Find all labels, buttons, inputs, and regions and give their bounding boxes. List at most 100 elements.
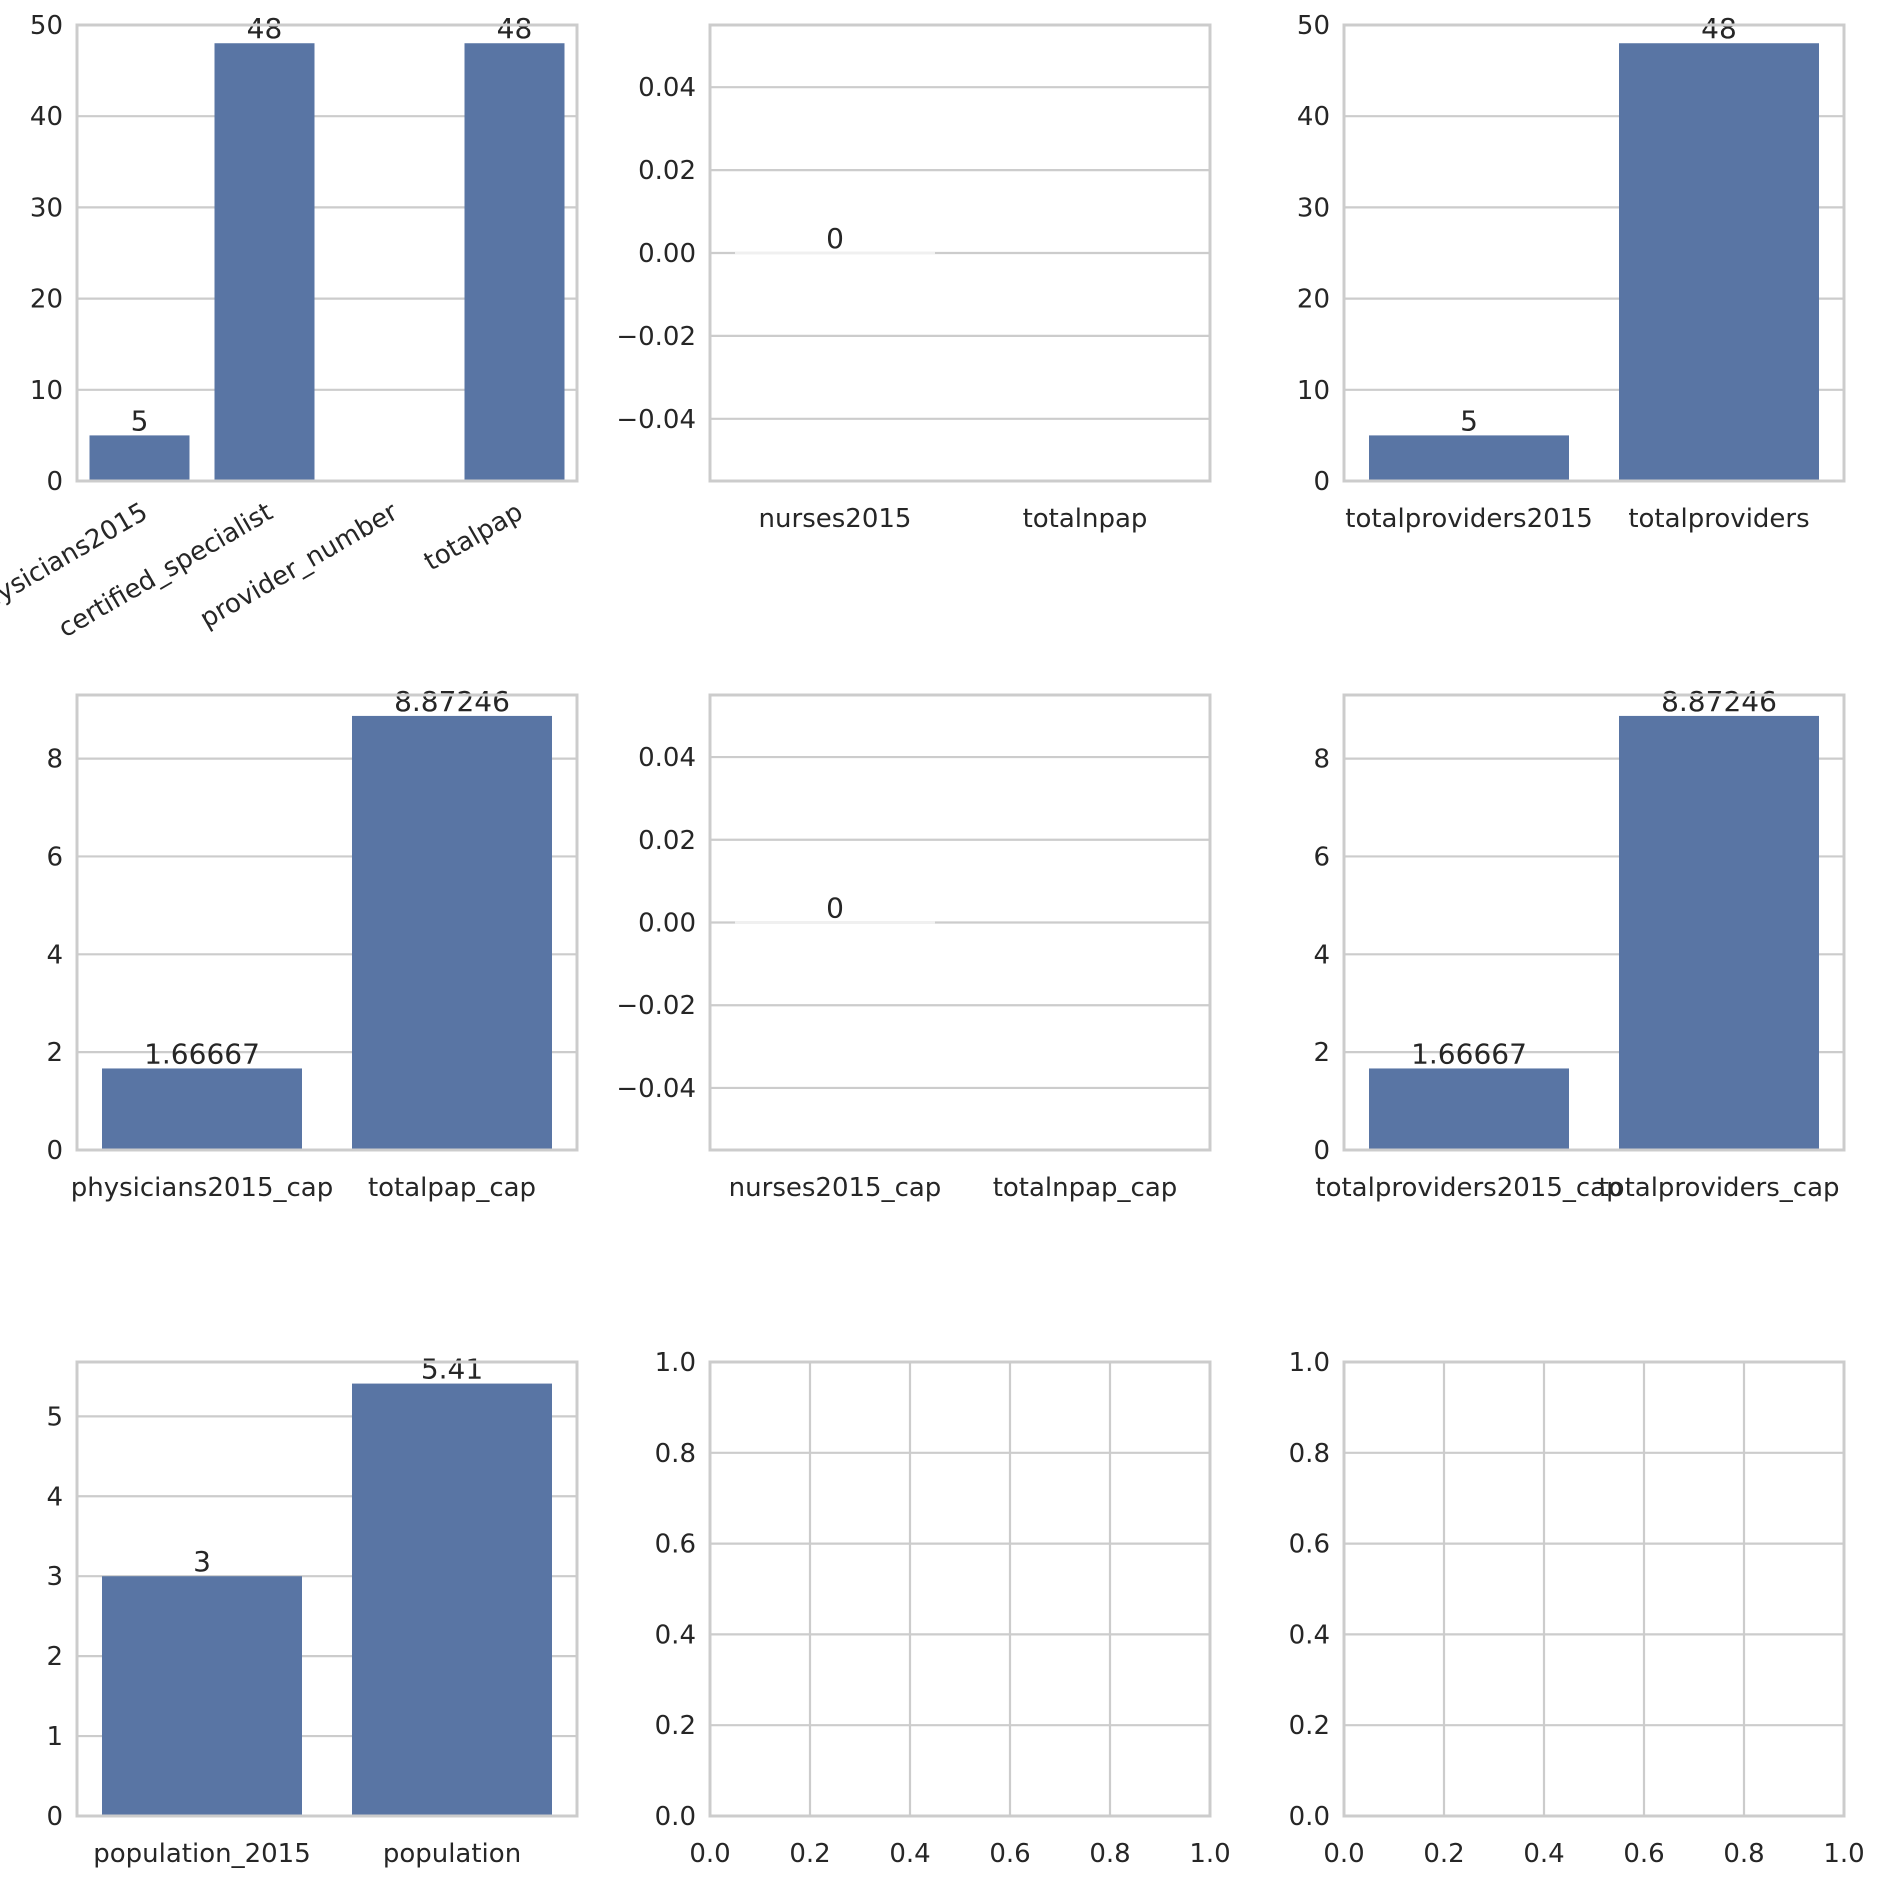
data-label: 48 [247, 12, 283, 45]
data-label: 1.66667 [144, 1037, 260, 1070]
y-tick-label: 4 [46, 1482, 63, 1512]
y-tick-label: 4 [1313, 940, 1330, 970]
x-tick-label: physicians2015_cap [71, 1173, 334, 1203]
subplot-6: 0 2 4 6 8 1.66667 totalproviders2015_cap 8.8724… [1313, 685, 1846, 1203]
y-tick-label: 0 [1313, 1136, 1330, 1166]
bar [352, 715, 552, 1150]
x-tick-label: nurses2015_cap [729, 1173, 942, 1203]
bar [89, 435, 190, 481]
subplot-5: −0.04 −0.02 0.00 0.02 0.04 0 nurses2015_cap tot… [616, 693, 1212, 1203]
data-label: 5 [1460, 404, 1478, 437]
y-tick-label: 0.00 [638, 239, 696, 269]
bar [735, 251, 935, 255]
x-tick-label: nurses2015 [759, 504, 912, 534]
y-tick-label: 0.2 [655, 1711, 696, 1741]
y-tick-label: 0.6 [1289, 1530, 1330, 1560]
y-tick-label: 6 [46, 842, 63, 872]
y-tick-label: 3 [46, 1562, 63, 1592]
y-tick-label: 6 [1313, 842, 1330, 872]
axes-frame [1342, 1360, 1846, 1818]
x-tick-label: 0.8 [1089, 1839, 1130, 1869]
axes-frame [75, 693, 579, 1152]
y-tick-label: 0.04 [638, 743, 696, 773]
y-tick-label: −0.02 [616, 322, 696, 352]
x-tick-label: 0.6 [1623, 1839, 1664, 1869]
y-tick-label: 0 [46, 1802, 63, 1832]
y-tick-label: 0.6 [655, 1530, 696, 1560]
subplot-2: −0.04 −0.02 0.00 0.02 0.04 0 nurses2015 totalnp… [616, 23, 1212, 534]
x-tick-label: 0.0 [689, 1839, 730, 1869]
y-tick-label: 2 [46, 1038, 63, 1068]
subplot-4: 0 2 4 6 8 1.66667 physicians2015_cap 8.87246 tot… [46, 685, 579, 1203]
y-tick-label: 0.00 [638, 909, 696, 939]
y-tick-label: 10 [30, 376, 63, 406]
x-tick-label: totalnpap [1023, 504, 1148, 534]
bar [214, 43, 315, 482]
y-tick-label: 8 [1313, 745, 1330, 775]
y-tick-label: 40 [30, 102, 63, 132]
bar [735, 921, 935, 924]
x-tick-label: totalpap_cap [368, 1173, 536, 1203]
x-tick-label: certified_specialist [53, 497, 278, 644]
axes-frame [708, 693, 1212, 1152]
bar [464, 43, 565, 482]
y-tick-label: −0.04 [616, 1074, 696, 1104]
x-tick-label: 0.4 [889, 1839, 930, 1869]
axes-frame [75, 1360, 579, 1818]
y-tick-label: 2 [46, 1642, 63, 1672]
x-tick-label: 1.0 [1189, 1839, 1230, 1869]
bar [102, 1576, 302, 1816]
data-label: 5 [131, 404, 149, 437]
data-label: 8.87246 [394, 685, 510, 718]
x-tick-label: 0.2 [789, 1839, 830, 1869]
data-label: 8.87246 [1661, 685, 1777, 718]
y-tick-label: −0.04 [616, 405, 696, 435]
x-tick-label: totalproviders2015_cap [1315, 1173, 1622, 1203]
axes-frame [75, 23, 579, 483]
data-label: 3 [193, 1545, 211, 1578]
y-tick-label: 0.4 [1289, 1620, 1330, 1650]
y-tick-label: 0 [1313, 467, 1330, 497]
y-tick-label: 50 [1297, 11, 1330, 41]
y-tick-label: 4 [46, 940, 63, 970]
y-tick-label: 0 [46, 467, 63, 497]
subplot-7: 0 1 2 3 4 5 3 population_2015 5.41 population [46, 1353, 579, 1869]
y-tick-label: 5 [46, 1402, 63, 1432]
x-tick-label: totalproviders2015 [1345, 504, 1593, 534]
y-tick-label: 1.0 [1289, 1348, 1330, 1378]
x-tick-label: 1.0 [1823, 1839, 1864, 1869]
y-tick-label: 0.02 [638, 156, 696, 186]
axes-frame [1342, 23, 1846, 483]
y-tick-label: 30 [30, 193, 63, 223]
data-label: 0 [826, 892, 844, 925]
y-tick-label: 0.0 [1289, 1802, 1330, 1832]
y-tick-label: 8 [46, 745, 63, 775]
subplot-1: 010203040505physicians201548certified_sp… [0, 11, 579, 644]
data-label: 48 [1701, 12, 1737, 45]
subplot-8: 0.0 0.2 0.4 0.6 0.8 1.0 0.0 0.2 0.4 0.6 0.8 1.0 [655, 1348, 1231, 1869]
x-tick-label: totalpap [419, 497, 528, 577]
y-tick-label: 0.8 [655, 1439, 696, 1469]
bar [102, 1068, 302, 1150]
x-tick-label: population_2015 [93, 1839, 311, 1869]
bar [1619, 43, 1819, 482]
y-tick-label: 0.4 [655, 1620, 696, 1650]
y-tick-label: 10 [1297, 376, 1330, 406]
y-tick-label: 0.04 [638, 73, 696, 103]
x-tick-label: totalnpap_cap [993, 1173, 1178, 1203]
data-label: 0 [826, 222, 844, 255]
data-label: 5.41 [421, 1353, 483, 1386]
y-tick-label: 40 [1297, 102, 1330, 132]
x-tick-label: 0.6 [989, 1839, 1030, 1869]
bar [1369, 1068, 1569, 1150]
x-tick-label: 0.4 [1523, 1839, 1564, 1869]
y-tick-label: 2 [1313, 1038, 1330, 1068]
y-tick-label: −0.02 [616, 991, 696, 1021]
x-tick-label: 0.2 [1423, 1839, 1464, 1869]
y-tick-label: 1.0 [655, 1348, 696, 1378]
x-tick-label: totalproviders_cap [1598, 1173, 1839, 1203]
subplot-9: 0.0 0.2 0.4 0.6 0.8 1.0 0.0 0.2 0.4 0.6 0.8 1.0 [1289, 1348, 1865, 1869]
data-label: 1.66667 [1411, 1037, 1527, 1070]
y-tick-label: 20 [30, 285, 63, 315]
